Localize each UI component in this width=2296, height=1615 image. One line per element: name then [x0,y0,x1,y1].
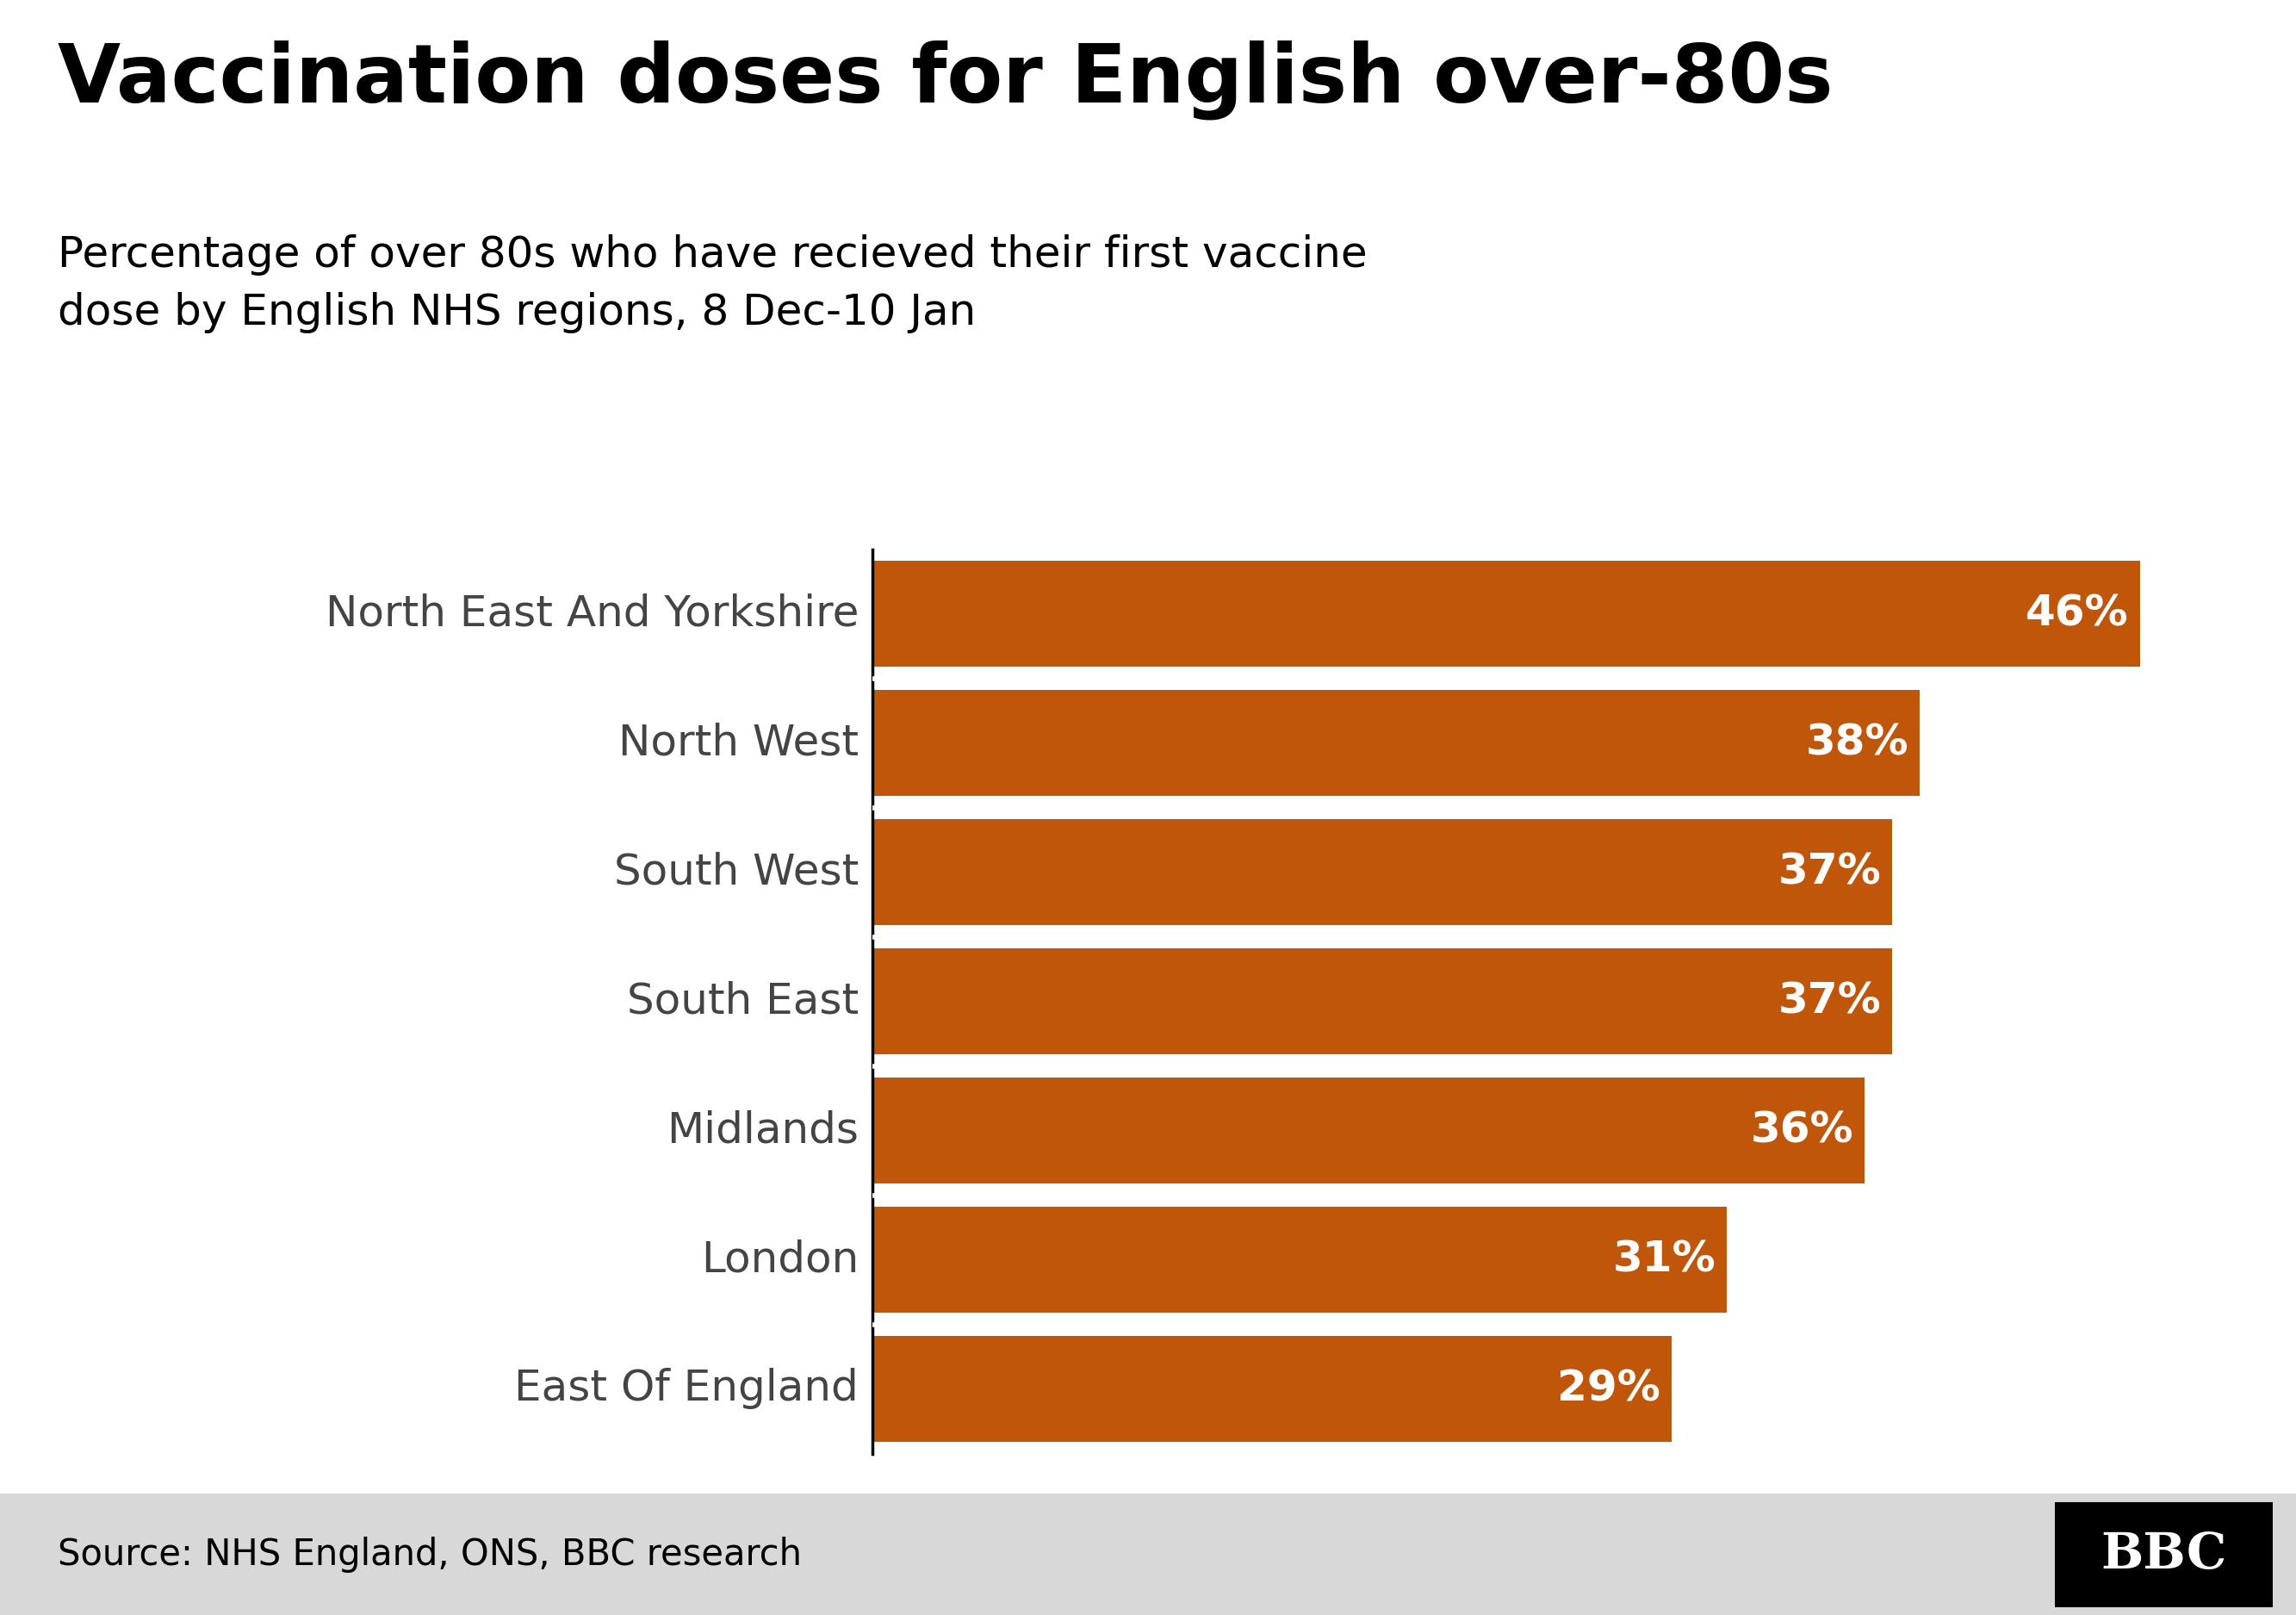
Text: North East And Yorkshire: North East And Yorkshire [326,593,859,635]
Text: East Of England: East Of England [514,1368,859,1410]
Text: Source: NHS England, ONS, BBC research: Source: NHS England, ONS, BBC research [57,1536,801,1573]
Text: North West: North West [618,722,859,764]
Text: Vaccination doses for English over-80s: Vaccination doses for English over-80s [57,40,1832,120]
Bar [872,560,2140,667]
Bar [872,948,1892,1055]
Text: Percentage of over 80s who have recieved their first vaccine
dose by English NHS: Percentage of over 80s who have recieved… [57,234,1366,333]
Text: 38%: 38% [1805,722,1908,764]
Bar [872,690,1919,796]
Text: BBC: BBC [2101,1531,2227,1578]
Text: London: London [700,1239,859,1281]
Text: 37%: 37% [1777,980,1880,1022]
Text: 37%: 37% [1777,851,1880,893]
Text: 36%: 36% [1750,1110,1853,1151]
Bar [872,1336,1671,1442]
Text: 29%: 29% [1557,1368,1660,1410]
Bar [872,819,1892,925]
Text: Midlands: Midlands [666,1110,859,1151]
Text: South West: South West [613,851,859,893]
Text: South East: South East [627,980,859,1022]
Text: 46%: 46% [2025,593,2128,635]
Bar [872,1077,1864,1184]
Bar [872,1206,1727,1313]
Text: 31%: 31% [1612,1239,1715,1281]
